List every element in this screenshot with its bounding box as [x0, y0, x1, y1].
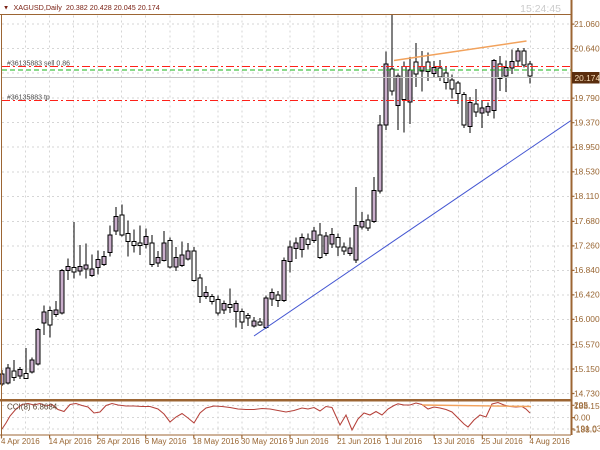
svg-text:-188.0: -188.0 — [573, 424, 597, 434]
svg-text:15:24:45: 15:24:45 — [520, 3, 561, 15]
svg-text:CCI(8) 6.8684: CCI(8) 6.8684 — [7, 403, 58, 412]
svg-text:▼: ▼ — [3, 5, 9, 12]
svg-text:16.840: 16.840 — [574, 265, 600, 275]
svg-text:-191.032: -191.032 — [573, 424, 600, 434]
svg-text:20.174: 20.174 — [575, 73, 600, 83]
svg-text:20.640: 20.640 — [574, 43, 600, 53]
svg-text:18 May 2016: 18 May 2016 — [193, 437, 240, 446]
svg-text:13 Jul 2016: 13 Jul 2016 — [433, 437, 475, 446]
svg-text:19.790: 19.790 — [574, 93, 600, 103]
svg-text:14 Apr 2016: 14 Apr 2016 — [49, 437, 93, 446]
svg-text:#36135883 sell 0.86: #36135883 sell 0.86 — [7, 60, 70, 67]
svg-text:25 Jul 2016: 25 Jul 2016 — [481, 437, 523, 446]
svg-text:21 Jun 2016: 21 Jun 2016 — [337, 437, 382, 446]
svg-text:17.680: 17.680 — [574, 216, 600, 226]
svg-text:17.260: 17.260 — [574, 241, 600, 251]
svg-text:15.570: 15.570 — [574, 339, 600, 349]
svg-text:16.420: 16.420 — [574, 290, 600, 300]
svg-text:18.950: 18.950 — [574, 142, 600, 152]
svg-text:30 May 2016: 30 May 2016 — [241, 437, 288, 446]
svg-text:26 Apr 2016: 26 Apr 2016 — [97, 437, 141, 446]
svg-text:18.110: 18.110 — [574, 191, 599, 201]
svg-text:19.370: 19.370 — [574, 118, 600, 128]
svg-text:14.730: 14.730 — [574, 388, 600, 398]
svg-text:1 Jul 2016: 1 Jul 2016 — [385, 437, 422, 446]
svg-text:205.: 205. — [574, 400, 590, 410]
svg-text:18.530: 18.530 — [574, 167, 600, 177]
svg-text:4 Aug 2016: 4 Aug 2016 — [529, 437, 570, 446]
svg-text:21.060: 21.060 — [574, 19, 600, 29]
svg-text:6 May 2016: 6 May 2016 — [145, 437, 187, 446]
svg-text:9 Jun 2016: 9 Jun 2016 — [289, 437, 329, 446]
svg-text:188.1575: 188.1575 — [574, 401, 600, 411]
svg-text:#36135883 tp: #36135883 tp — [7, 94, 50, 101]
svg-text:16.000: 16.000 — [574, 314, 600, 324]
svg-text:4 Apr 2016: 4 Apr 2016 — [1, 437, 40, 446]
svg-text:XAGUSD,Daily 20.382 20.428 20: XAGUSD,Daily 20.382 20.428 20.045 20.174 — [14, 3, 160, 12]
svg-text:0.00: 0.00 — [574, 413, 591, 423]
svg-text:15.150: 15.150 — [574, 364, 600, 374]
